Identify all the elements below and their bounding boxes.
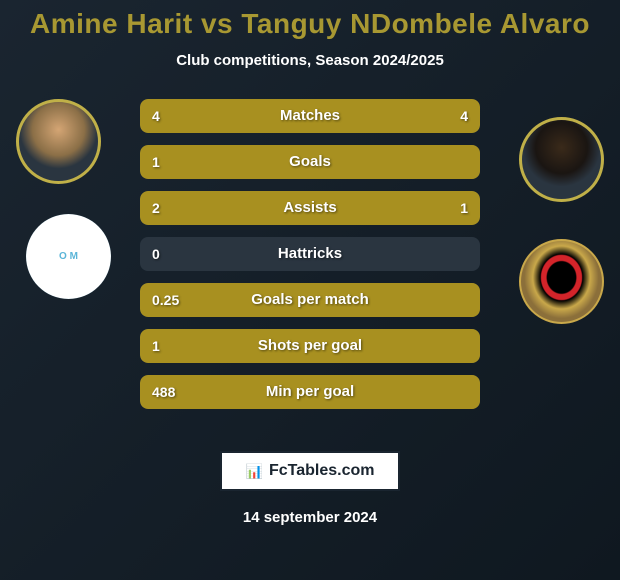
player-left-avatar (16, 99, 101, 184)
player-right-avatar (519, 117, 604, 202)
stat-row: 1Shots per goal (140, 329, 480, 363)
page-title: Amine Harit vs Tanguy NDombele Alvaro (0, 0, 620, 40)
comparison-area: O M 4Matches41Goals2Assists10Hattricks0.… (0, 99, 620, 439)
club-left-badge-text: O M (59, 251, 78, 262)
stat-label: Matches (140, 99, 480, 133)
stat-label: Goals (140, 145, 480, 179)
subtitle: Club competitions, Season 2024/2025 (0, 52, 620, 69)
club-left-logo: O M (26, 214, 111, 299)
stat-label: Min per goal (140, 375, 480, 409)
brand-badge: 📊 FcTables.com (220, 451, 400, 491)
stat-row: 0Hattricks (140, 237, 480, 271)
club-right-logo (519, 239, 604, 324)
stat-label: Assists (140, 191, 480, 225)
stat-label: Shots per goal (140, 329, 480, 363)
stat-row: 1Goals (140, 145, 480, 179)
stat-label: Hattricks (140, 237, 480, 271)
stat-row: 4Matches4 (140, 99, 480, 133)
stats-container: 4Matches41Goals2Assists10Hattricks0.25Go… (140, 99, 480, 409)
chart-icon: 📊 (246, 463, 263, 480)
stat-right-value: 1 (460, 191, 468, 225)
stat-label: Goals per match (140, 283, 480, 317)
brand-text: FcTables.com (269, 462, 375, 480)
stat-row: 2Assists1 (140, 191, 480, 225)
stat-row: 488Min per goal (140, 375, 480, 409)
stat-right-value: 4 (460, 99, 468, 133)
date-text: 14 september 2024 (0, 509, 620, 526)
stat-row: 0.25Goals per match (140, 283, 480, 317)
